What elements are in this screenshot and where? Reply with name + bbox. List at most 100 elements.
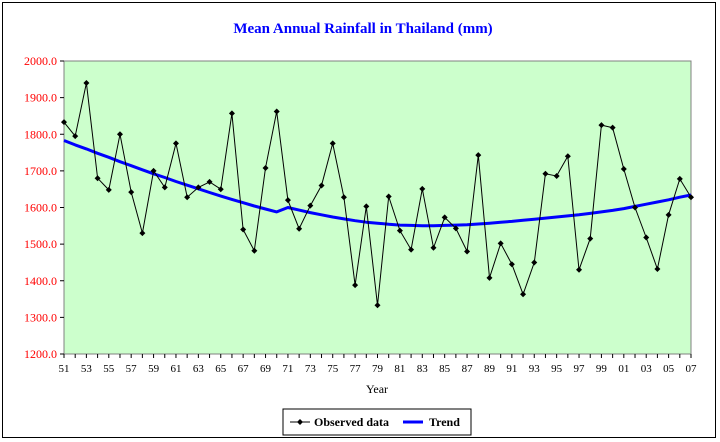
observed-point	[105, 186, 112, 193]
series-layer	[61, 79, 694, 309]
observed-point	[587, 235, 594, 242]
observed-point	[83, 79, 90, 86]
x-tick-label: 83	[417, 363, 429, 375]
x-tick-label: 85	[439, 363, 451, 375]
x-tick-label: 05	[663, 363, 675, 375]
observed-point	[576, 266, 583, 273]
observed-point	[430, 244, 437, 251]
observed-point	[340, 194, 347, 201]
x-tick-label: 93	[529, 363, 541, 375]
x-tick-label: 81	[394, 363, 405, 375]
x-tick-label: 53	[81, 363, 93, 375]
y-tick-label: 1400.0	[24, 274, 57, 288]
observed-point	[94, 175, 101, 182]
observed-point	[452, 225, 459, 232]
y-tick-label: 2000.0	[24, 54, 57, 68]
observed-point	[408, 246, 415, 253]
x-tick-label: 95	[551, 363, 563, 375]
observed-point	[396, 227, 403, 234]
observed-point	[564, 153, 571, 160]
observed-point	[262, 164, 269, 171]
y-tick-label: 1700.0	[24, 164, 57, 178]
trend-line	[63, 139, 692, 228]
observed-point	[531, 259, 538, 266]
observed-point	[172, 140, 179, 147]
chart-frame: Mean Annual Rainfall in Thailand (mm) 12…	[2, 2, 716, 438]
x-tick-label: 65	[215, 363, 227, 375]
x-tick-label: 89	[484, 363, 496, 375]
observed-point	[72, 133, 79, 140]
x-tick-label: 67	[238, 363, 250, 375]
x-tick-label: 03	[641, 363, 653, 375]
observed-point	[116, 131, 123, 138]
observed-point	[363, 203, 370, 210]
legend: Observed data Trend	[282, 408, 472, 436]
x-tick-label: 07	[686, 363, 698, 375]
observed-point	[688, 194, 694, 201]
x-tick-label: 99	[596, 363, 608, 375]
observed-point	[609, 124, 616, 131]
observed-point	[251, 247, 258, 254]
legend-observed-marker	[297, 419, 303, 425]
y-axis: 1200.0 1300.0 1400.0 1500.0 1600.0 1700.0 1800…	[24, 54, 64, 361]
y-tick-label: 1200.0	[24, 347, 57, 361]
x-tick-label: 79	[372, 363, 384, 375]
observed-point	[206, 178, 213, 185]
legend-observed-label: Observed data	[314, 415, 389, 429]
observed-point	[676, 175, 683, 182]
x-tick-label: 71	[282, 363, 293, 375]
y-tick-label: 1600.0	[24, 201, 57, 215]
observed-point	[150, 167, 157, 174]
x-tick-label: 01	[618, 363, 629, 375]
chart-canvas: Mean Annual Rainfall in Thailand (mm) 12…	[24, 21, 698, 436]
observed-point	[61, 119, 67, 126]
observed-point	[553, 173, 560, 180]
observed-point	[228, 110, 235, 117]
observed-point	[374, 302, 381, 309]
observed-point	[665, 211, 672, 218]
x-tick-label: 69	[260, 363, 272, 375]
y-tick-label: 1500.0	[24, 237, 57, 251]
plot-area	[63, 60, 692, 355]
observed-point	[520, 291, 527, 298]
observed-point	[464, 248, 471, 255]
observed-point	[195, 184, 202, 191]
x-tick-label: 61	[170, 363, 181, 375]
observed-point	[217, 186, 224, 193]
observed-point	[441, 214, 448, 221]
x-axis-label: Year	[366, 382, 388, 396]
observed-point	[385, 193, 392, 200]
observed-point	[352, 282, 359, 289]
observed-point	[654, 266, 661, 273]
observed-point	[128, 189, 135, 196]
legend-box	[282, 408, 472, 436]
chart-title: Mean Annual Rainfall in Thailand (mm)	[233, 21, 492, 37]
observed-point	[139, 230, 146, 237]
x-tick-label: 87	[462, 363, 474, 375]
x-axis: 51 53 55 57 59 61 63 65 67 69 71 73 75 77 79 81 83 85 87 89…	[59, 354, 698, 375]
x-tick-label: 63	[193, 363, 205, 375]
observed-point	[296, 225, 303, 232]
x-tick-label: 75	[327, 363, 339, 375]
observed-point	[542, 170, 549, 177]
legend-trend-label: Trend	[429, 415, 460, 429]
x-tick-label: 57	[126, 363, 138, 375]
observed-point	[497, 240, 504, 247]
observed-point	[284, 197, 291, 204]
observed-point	[329, 140, 336, 147]
y-tick-label: 1300.0	[24, 310, 57, 324]
observed-point	[486, 274, 493, 281]
observed-point	[632, 204, 639, 211]
observed-point	[508, 261, 515, 268]
observed-point	[598, 122, 605, 129]
observed-point	[620, 166, 627, 173]
observed-point	[184, 194, 191, 201]
observed-point	[643, 234, 650, 241]
observed-point	[240, 226, 247, 233]
observed-point	[273, 108, 280, 115]
observed-point	[419, 185, 426, 192]
observed-point	[307, 202, 314, 209]
x-tick-label: 59	[148, 363, 160, 375]
observed-point	[161, 184, 168, 191]
x-tick-label: 55	[103, 363, 115, 375]
